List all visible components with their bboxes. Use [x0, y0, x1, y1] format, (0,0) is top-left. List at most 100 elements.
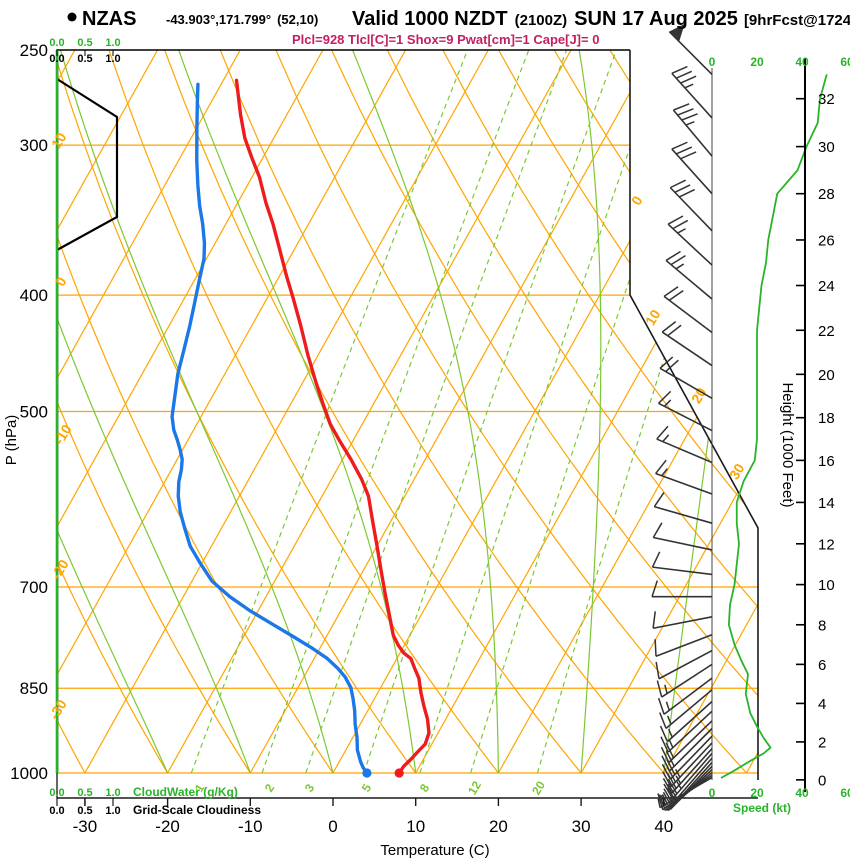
isotherm-label: -20: [48, 556, 72, 582]
plot-borders: [55, 49, 759, 799]
pressure-tick-label: 300: [20, 136, 48, 155]
wind-barb-full: [663, 286, 679, 297]
height-tick-label: 20: [818, 367, 835, 384]
wind-barb-pennant: [668, 23, 685, 43]
temperature-tick-label: 40: [654, 817, 673, 836]
wind-barb-half: [661, 468, 668, 477]
pressure-tick-label: 700: [20, 578, 48, 597]
wind-barb-full: [651, 580, 659, 597]
black-outline-polygon: [56, 78, 119, 251]
speed-tick-label-bottom: 60: [840, 786, 850, 800]
speed-tick-label-top: 20: [750, 55, 764, 69]
wind-barb-staff: [661, 663, 713, 698]
wind-barb-full: [658, 390, 672, 404]
wind-barb-full: [654, 639, 657, 657]
wind-barb-full: [681, 113, 698, 121]
moist-adiabat-line: [178, 50, 417, 774]
skewt-grid: [57, 50, 758, 774]
wind-speed-profile-line: [720, 74, 828, 779]
height-tick-label: 30: [818, 139, 835, 156]
wind-barb-staff: [665, 689, 713, 729]
cloudwater-axis-title: CloudWater (g/Kg): [133, 785, 238, 799]
wind-barb: [663, 752, 713, 800]
mixing-ratio-line: [419, 50, 666, 774]
wind-barb-full: [679, 188, 695, 198]
cloudwater-scale-top-label: 1.0: [105, 37, 120, 49]
height-tick-label: 24: [818, 278, 835, 295]
wind-barb-full: [675, 146, 693, 155]
dry-adiabat-line: [386, 50, 758, 774]
temperature-tick-label: 0: [328, 817, 337, 836]
height-tick-label: 22: [818, 323, 835, 340]
dry-adiabat-line: [57, 50, 417, 774]
wind-barb-full: [673, 103, 690, 111]
wind-barb-staff: [655, 472, 713, 495]
height-tick-label: 26: [818, 232, 835, 249]
temperature-tick-label: -30: [73, 817, 98, 836]
dry-adiabat-line: [164, 50, 582, 774]
height-tick-label: 6: [818, 657, 826, 674]
wind-barb-full: [667, 324, 682, 337]
wind-barb-full: [659, 725, 669, 742]
cloudiness-scale-top-label: 0.0: [49, 53, 64, 65]
wind-barb-full: [652, 611, 656, 629]
isotherm-line: [57, 50, 407, 774]
station-coords: -43.903°,171.799° (52,10): [166, 12, 318, 27]
moist-adiabat-line: [57, 50, 169, 774]
plot-right-border: [629, 50, 759, 780]
height-tick-label: 4: [818, 696, 826, 713]
isotherm-line: [663, 50, 758, 774]
wind-barb-full: [677, 108, 694, 116]
wind-barb-staff: [659, 367, 713, 399]
wind-barb-full: [665, 359, 679, 373]
wind-barb-half: [675, 775, 682, 784]
wind-barb: [671, 141, 713, 195]
wind-barb-half: [662, 434, 670, 443]
moist-adiabat-line: [578, 50, 602, 774]
wind-barb: [663, 286, 713, 334]
wind-barb-full: [667, 215, 684, 225]
wind-barb-staff: [671, 148, 713, 195]
height-tick-label: 12: [818, 536, 835, 553]
wind-barb: [659, 700, 713, 743]
wind-barb: [652, 522, 713, 551]
isotherm-line: [580, 50, 758, 774]
wind-barb-staff: [671, 72, 713, 119]
pressure-tick-label: 1000: [10, 764, 48, 783]
temperature-tick-label: 30: [572, 817, 591, 836]
station-id: NZAS: [82, 8, 136, 30]
pressure-tick-label: 250: [20, 41, 48, 60]
valid-date: SUN 17 Aug 2025: [574, 8, 738, 30]
wind-barb-full: [652, 522, 663, 538]
station-bullet-icon: [67, 12, 77, 22]
cloudiness-axis-title: Grid-Scale Cloudiness: [133, 803, 261, 817]
isotherm-label: -10: [51, 421, 75, 447]
speed-tick-label-top: 40: [795, 55, 809, 69]
wind-barb-half: [664, 684, 668, 694]
isotherm-line: [84, 50, 489, 774]
wind-barb-staff: [667, 223, 713, 266]
wind-barb-staff: [655, 633, 713, 657]
wind-barb-half: [667, 728, 673, 738]
wind-barb-staff: [666, 700, 713, 743]
wind-barb-staff: [665, 259, 713, 300]
speed-tick-label-bottom: 20: [750, 786, 764, 800]
isotherm-label: 0: [52, 274, 70, 289]
height-tick-label: 10: [818, 577, 835, 594]
wind-barb: [668, 23, 713, 75]
wind-barb-full: [657, 697, 665, 715]
temperature-tick-label: 20: [489, 817, 508, 836]
dry-adiabat-line: [57, 50, 169, 774]
mixing-ratio-label: 5: [359, 781, 375, 794]
isotherm-label: 30: [726, 460, 748, 482]
mixing-ratio-label: 12: [465, 778, 484, 797]
wind-barb-staff: [663, 295, 713, 334]
wind-barb: [651, 551, 713, 576]
wind-barb: [654, 633, 713, 657]
wind-barb: [665, 250, 713, 300]
wind-barb-staff: [668, 720, 713, 764]
mixing-ratio-line: [190, 50, 469, 774]
wind-barb-full: [680, 151, 697, 160]
wind-barb: [667, 215, 713, 266]
